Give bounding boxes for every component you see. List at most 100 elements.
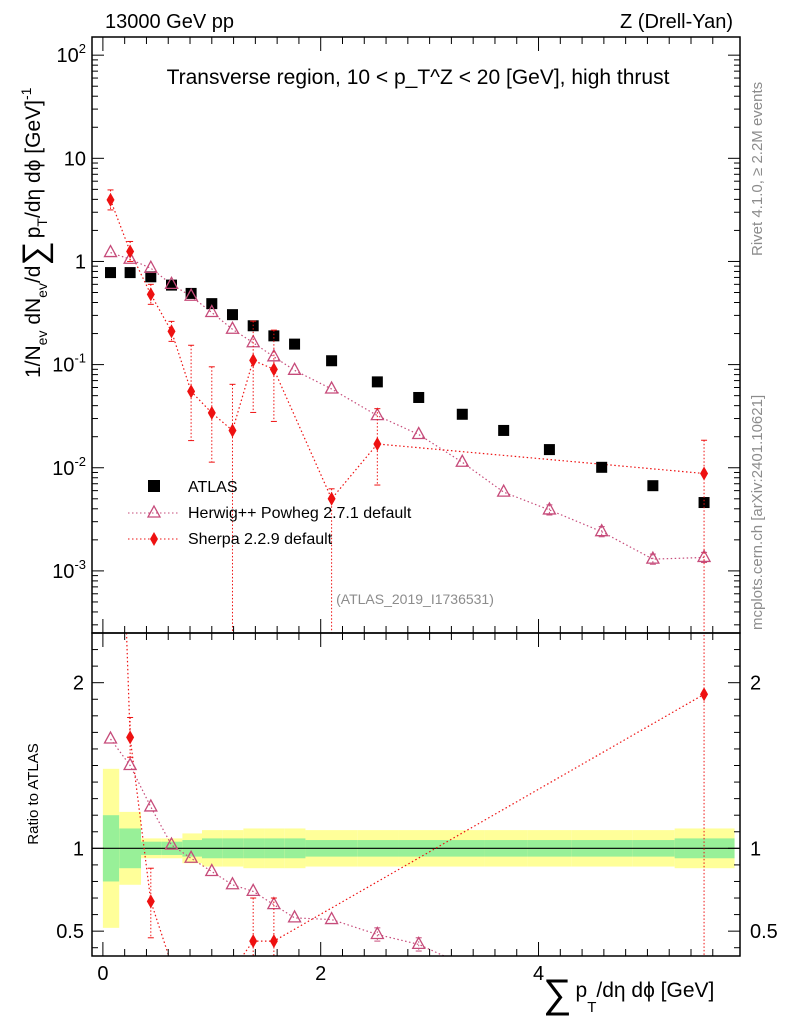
atlas-point <box>145 271 157 283</box>
sherpa-point <box>187 384 196 399</box>
herwig-point <box>123 250 138 264</box>
ratio-herwig-point <box>204 863 219 877</box>
ylabel-ev2: ev <box>34 283 50 298</box>
legend-herwig-label: Herwig++ Powheg 2.7.1 default <box>188 505 412 522</box>
main-ylabel-text: 1/Nev dNev/d∑pT/dη dϕ [GeV]-1 <box>16 87 54 378</box>
main-ytick-base: 10 <box>52 458 74 480</box>
atlas-point <box>498 424 510 436</box>
ylabel-tail: /dη dϕ [GeV] <box>22 100 45 218</box>
ratio-sherpa-point <box>249 934 258 949</box>
main-ytick-base: 10 <box>52 561 74 583</box>
ylabel-T: T <box>34 218 50 227</box>
main-ytick-base: 10 <box>64 148 86 170</box>
mcplots-source-label: mcplots.cern.ch [arXiv:2401.10621] <box>749 395 766 630</box>
ratio-band <box>92 768 740 928</box>
herwig-point <box>324 380 339 394</box>
ratio-sherpa-point <box>146 894 155 909</box>
ylabel-exp: -1 <box>18 87 34 100</box>
herwig-point <box>246 334 261 348</box>
ratio-sherpa-line <box>125 633 705 956</box>
main-ylabel: 1/Nev dNev/d∑pT/dη dϕ [GeV]-1 <box>16 87 54 378</box>
ratio-herwig-point <box>143 798 158 812</box>
sherpa-point <box>327 491 336 506</box>
herwig-point <box>266 348 281 362</box>
main-ytick-base: 10 <box>57 45 79 67</box>
ratio-marks <box>103 633 709 1006</box>
sherpa-point <box>146 287 155 302</box>
atlas-point <box>268 330 280 342</box>
main-marks <box>103 189 712 633</box>
ratio-sherpa-point <box>208 992 216 1006</box>
atlas-point <box>596 461 608 473</box>
herwig-point <box>184 287 199 301</box>
ratio-herwig-point <box>225 876 240 890</box>
main-ytick-label: 10 <box>64 148 86 170</box>
ratio-ytick-label: 1 <box>73 838 84 860</box>
herwig-point <box>164 275 179 289</box>
herwig-point <box>594 523 609 537</box>
legend: ATLAS Herwig++ Powheg 2.7.1 default Sher… <box>128 479 412 548</box>
atlas-point <box>105 267 117 279</box>
ratio-xtick-label: 4 <box>533 963 544 985</box>
ratio-axes: 0 2 4 0.5 0.5 1 1 2 2 <box>56 633 778 985</box>
herwig-point <box>143 259 158 273</box>
atlas-point <box>698 497 710 509</box>
herwig-point <box>411 426 426 440</box>
herwig-point <box>103 244 118 258</box>
herwig-point <box>455 453 470 467</box>
ratio-xtick-label: 2 <box>315 963 326 985</box>
ratio-frame <box>91 632 741 957</box>
atlas-point <box>543 444 555 456</box>
ratio-panel: 0 2 4 0.5 0.5 1 1 2 2 Ratio to ATLAS <box>25 632 778 1006</box>
atlas-point <box>326 355 338 367</box>
legend-atlas-marker <box>148 480 160 492</box>
main-ytick-label: 10-2 <box>52 454 86 480</box>
atlas-point <box>124 267 136 279</box>
main-ytick-label: 10-1 <box>52 351 86 377</box>
herwig-point <box>225 320 240 334</box>
sherpa-point <box>207 405 216 420</box>
legend-atlas-label: ATLAS <box>188 479 238 496</box>
ratio-ytick-label: 2 <box>73 673 84 695</box>
ylabel-p: p <box>22 227 45 239</box>
main-ytick-base: 10 <box>52 355 74 377</box>
main-ytick-label: 102 <box>57 41 86 67</box>
ratio-herwig-point <box>184 849 199 863</box>
ratio-ylabel: Ratio to ATLAS <box>25 743 42 844</box>
main-title: Transverse region, 10 < p_T^Z < 20 [GeV]… <box>167 66 670 89</box>
herwig-point <box>204 304 219 318</box>
atlas-point <box>206 298 218 310</box>
ylabel-mid: dN <box>22 298 45 331</box>
ratio-herwig-point <box>324 911 339 925</box>
sherpa-point <box>700 466 709 481</box>
ratio-ytick-label-right: 0.5 <box>750 921 778 943</box>
rivet-version-label: Rivet 4.1.0, ≥ 2.2M events <box>749 82 766 256</box>
ratio-ytick-label: 0.5 <box>56 921 84 943</box>
ylabel-main: 1/N <box>22 345 45 378</box>
ratio-herwig-point <box>370 926 385 940</box>
sherpa-point <box>126 244 135 259</box>
atlas-point <box>185 287 197 299</box>
main-ytick-base: 1 <box>75 251 86 273</box>
ratio-ytick-label-right: 1 <box>750 838 761 860</box>
herwig-point <box>696 549 712 563</box>
ratio-herwig-point <box>123 757 138 771</box>
ratio-sherpa-point <box>126 730 135 745</box>
xlabel-sum: ∑ <box>543 972 572 1016</box>
ratio-sherpa-point <box>168 957 176 971</box>
header-right: Z (Drell-Yan) <box>620 11 733 33</box>
header-left: 13000 GeV pp <box>105 11 234 33</box>
atlas-point <box>166 279 178 291</box>
atlas-point <box>226 309 238 321</box>
legend-sherpa-label: Sherpa 2.2.9 default <box>188 531 333 548</box>
herwig-point <box>496 483 511 497</box>
atlas-point <box>456 408 468 420</box>
xlabel-tail: /dη dϕ [GeV] <box>596 979 714 1002</box>
ylabel-sum: ∑ <box>16 241 54 265</box>
main-ytick-exp: 2 <box>79 41 86 56</box>
herwig-point <box>370 407 385 421</box>
atlas-point <box>371 376 383 388</box>
sherpa-point <box>269 362 278 377</box>
ratio-herwig-point <box>164 836 179 850</box>
